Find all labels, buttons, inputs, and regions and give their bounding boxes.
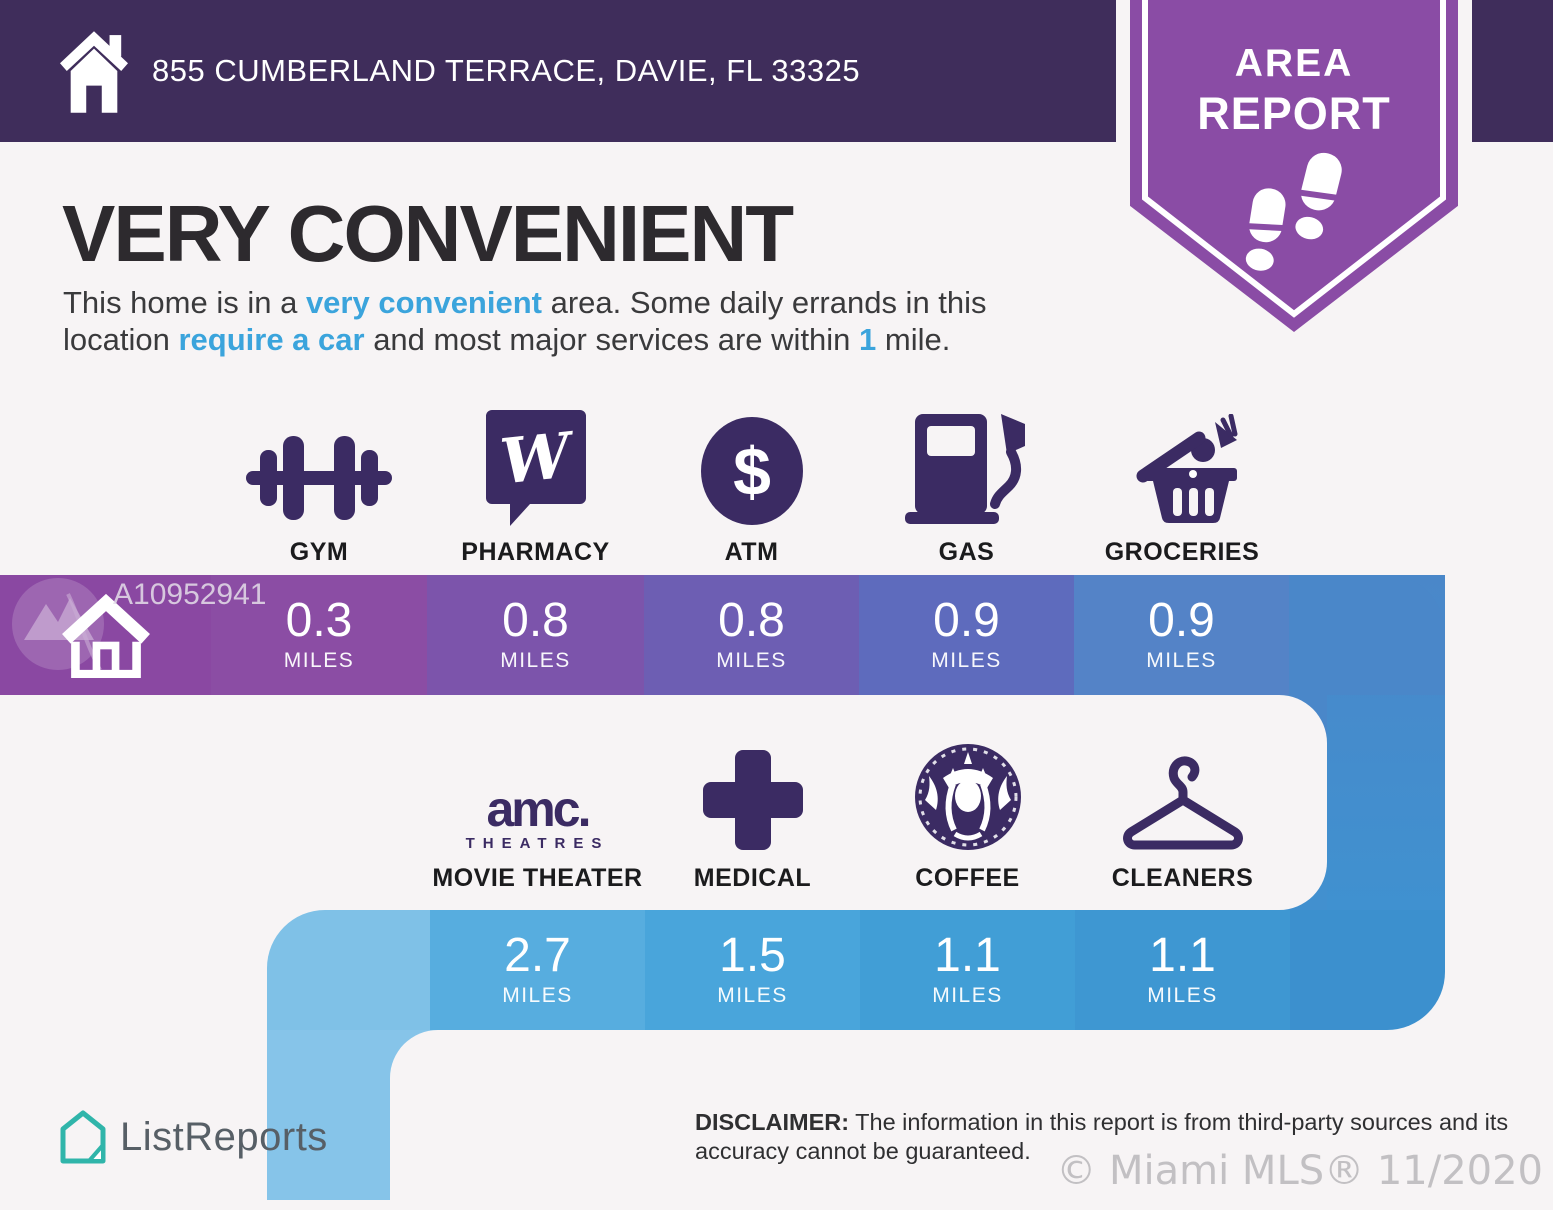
mls-watermark-logo	[12, 578, 104, 671]
intro-paragraph: This home is in a very convenient area. …	[63, 284, 1123, 358]
distance-value: 0.8	[718, 594, 785, 647]
badge-title-line1: AREA	[1234, 42, 1354, 85]
walgreens-icon: W	[485, 410, 586, 526]
listreports-logo: ListReports	[60, 1110, 328, 1164]
listreports-icon	[60, 1110, 106, 1164]
distance-value: 0.3	[285, 594, 353, 647]
amenity-label: ATM	[724, 538, 779, 566]
distance-unit: MILES	[716, 649, 787, 672]
distance-unit: MILES	[931, 649, 1002, 672]
distance-unit: MILES	[717, 984, 788, 1007]
amc-logo: amc.	[486, 781, 592, 837]
distance-unit: MILES	[283, 649, 355, 672]
home-outline-icon	[61, 593, 150, 678]
hanger-icon	[1122, 756, 1243, 850]
mls-credit-watermark: © Miami MLS® 11/2020	[1056, 1148, 1543, 1194]
distance-unit: MILES	[1146, 649, 1217, 672]
distance-value: 1.1	[934, 929, 1001, 982]
footprints-icon	[1245, 152, 1342, 271]
amenity-label: MEDICAL	[693, 864, 812, 892]
amenity-gym: GYM	[211, 408, 427, 567]
amenity-label: MOVIE THEATER	[432, 864, 643, 892]
disclaimer-text: The information in this report is from t…	[695, 1109, 1509, 1164]
path-white-inset	[390, 1030, 1553, 1210]
distance-unit: MILES	[502, 984, 573, 1007]
path-white-inset	[0, 695, 1327, 910]
distance-cell: 1.5 MILES	[645, 910, 860, 1030]
distance-cell: 1.1 MILES	[860, 910, 1075, 1030]
amenity-label: PHARMACY	[461, 538, 610, 566]
distance-cell: 0.9 MILES	[859, 575, 1074, 695]
home-icon	[60, 31, 128, 113]
amc-logo-sub: THEATRES	[465, 835, 610, 852]
distance-cell: 0.8 MILES	[427, 575, 644, 695]
page-title: VERY CONVENIENT	[62, 189, 794, 278]
amenities-row-1: GYM W PHARMACY $ ATM	[211, 408, 1290, 567]
gas-pump-icon	[904, 414, 1025, 524]
mls-id-watermark: A10952941	[113, 578, 267, 611]
distance-cell: 2.7 MILES	[430, 910, 645, 1030]
amenity-groceries: GROCERIES	[1074, 408, 1290, 567]
disclaimer-label: DISCLAIMER:	[695, 1109, 850, 1135]
intro-accent: very convenient	[305, 285, 542, 320]
intro-text: area. Some daily errands in this	[541, 285, 987, 320]
svg-text:$: $	[733, 434, 771, 510]
address-text: 855 CUMBERLAND TERRACE, DAVIE, FL 33325	[152, 53, 861, 88]
distance-value: 2.7	[504, 929, 571, 982]
band-corner-segment	[267, 910, 430, 1030]
distance-unit: MILES	[1147, 984, 1218, 1007]
starbucks-icon	[914, 744, 1021, 850]
distance-value: 0.9	[1148, 594, 1215, 647]
grocery-basket-icon	[1136, 414, 1238, 523]
amenity-pharmacy: W PHARMACY	[427, 408, 644, 567]
intro-text: This home is in a	[63, 285, 306, 320]
distance-value: 1.1	[1149, 929, 1216, 982]
intro-text: mile.	[876, 322, 951, 357]
amenity-medical: MEDICAL	[645, 740, 860, 893]
amenity-coffee: COFFEE	[860, 740, 1075, 893]
amenity-cleaners: CLEANERS	[1075, 740, 1290, 893]
distance-unit: MILES	[500, 649, 571, 672]
badge-gap-left	[1116, 0, 1130, 142]
distance-value: 0.9	[933, 594, 1000, 647]
amenity-label: COFFEE	[915, 864, 1020, 892]
intro-accent: require a car	[178, 322, 365, 357]
home-segment	[0, 575, 211, 695]
distance-value: 0.8	[502, 594, 569, 647]
distance-band-2: 2.7 MILES 1.5 MILES 1.1 MILES 1.1 MILES	[267, 910, 1445, 1030]
band-corner-segment	[1289, 575, 1445, 695]
distance-band-1: 0.3 MILES 0.8 MILES 0.8 MILES 0.9 MILES …	[0, 575, 1445, 695]
medical-cross-icon	[702, 750, 803, 850]
amenity-gas: GAS	[859, 408, 1074, 567]
amenities-row-2: amc. THEATRES MOVIE THEATER MEDICAL	[430, 740, 1290, 893]
amenity-movie-theater: amc. THEATRES MOVIE THEATER	[430, 740, 645, 893]
distance-cell: 0.3 MILES	[211, 575, 427, 695]
distance-cell: 0.9 MILES	[1074, 575, 1289, 695]
svg-text:W: W	[497, 418, 579, 498]
band-corner-segment	[1290, 910, 1445, 1030]
distance-value: 1.5	[719, 929, 786, 982]
amenity-label: CLEANERS	[1111, 864, 1254, 892]
badge-inner-border	[1142, 0, 1446, 318]
intro-accent: 1	[859, 322, 877, 357]
distance-cell: 0.8 MILES	[644, 575, 859, 695]
intro-text: and most major services are within	[364, 322, 860, 357]
area-report-badge: AREA REPORT	[1130, 0, 1458, 332]
listreports-wordmark: ListReports	[120, 1114, 328, 1159]
badge-title-line2: REPORT	[1197, 88, 1391, 139]
distance-cell: 1.1 MILES	[1075, 910, 1290, 1030]
amenity-label: GYM	[289, 538, 349, 566]
dumbbell-icon	[246, 436, 392, 520]
distance-unit: MILES	[932, 984, 1003, 1007]
dollar-circle-icon: $	[700, 417, 803, 525]
intro-text: location	[63, 322, 179, 357]
amenity-label: GAS	[938, 538, 995, 566]
amenity-label: GROCERIES	[1104, 538, 1260, 566]
disclaimer: DISCLAIMER: The information in this repo…	[695, 1108, 1515, 1166]
amenity-atm: $ ATM	[644, 408, 859, 567]
badge-gap-right	[1458, 0, 1472, 142]
